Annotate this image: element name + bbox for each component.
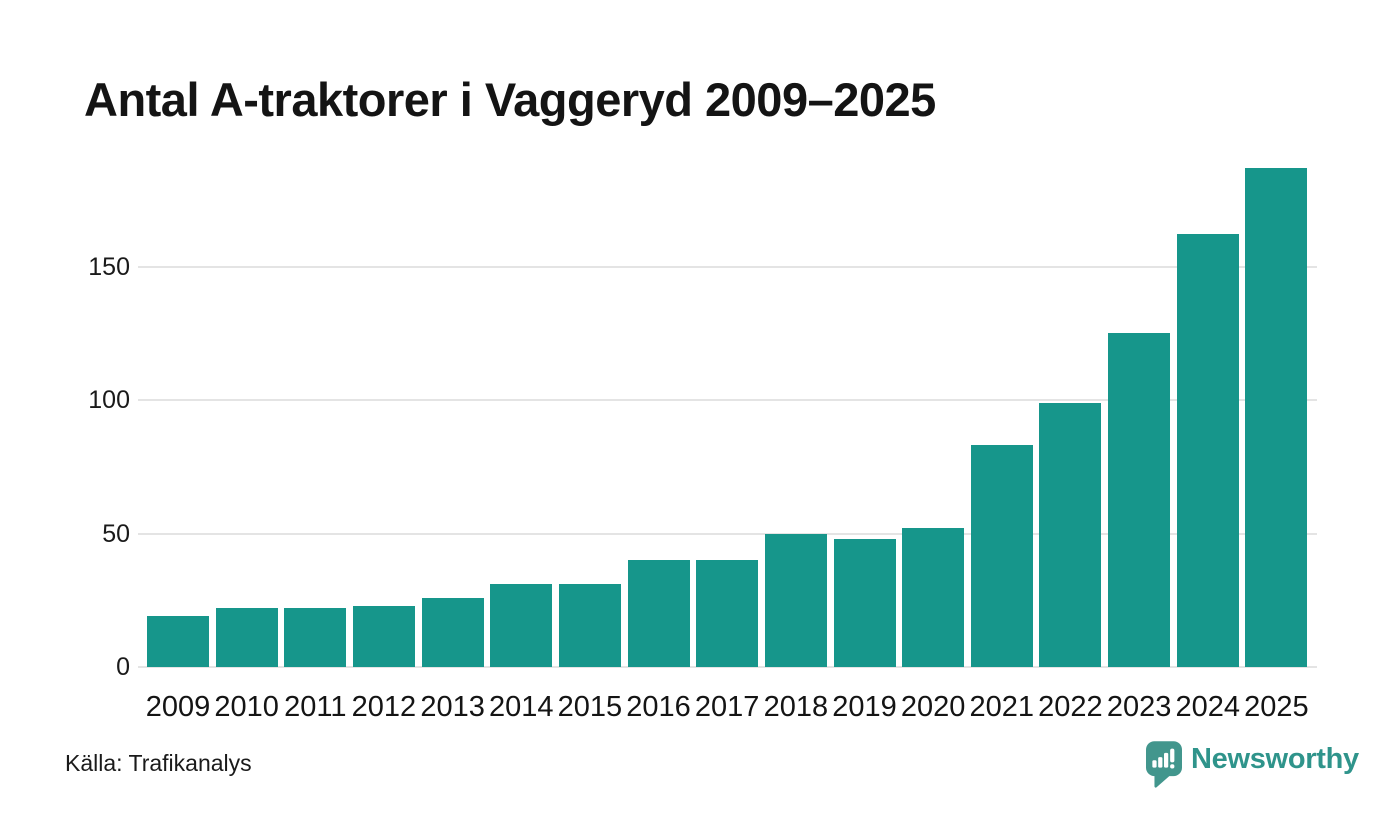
bar-2015 <box>558 584 621 667</box>
bar-2022 <box>1039 402 1102 667</box>
x-axis-tick-label: 2016 <box>626 691 691 723</box>
x-axis-tick-label: 2013 <box>420 691 485 723</box>
x-axis-tick-label: 2021 <box>969 691 1035 723</box>
y-gridline-100 <box>138 399 1317 401</box>
bar-2010 <box>215 608 278 667</box>
bar-2021 <box>970 445 1033 667</box>
x-axis-tick-label: 2022 <box>1038 691 1103 723</box>
x-axis-tick-label: 2011 <box>284 691 347 723</box>
newsworthy-speech-bubble-bar-chart-icon <box>1146 741 1182 788</box>
newsworthy-logo-text: Newsworthy <box>1191 743 1359 775</box>
x-axis-tick-label: 2023 <box>1106 691 1172 723</box>
bar-2019 <box>833 538 896 667</box>
x-axis-tick-label: 2019 <box>832 691 897 723</box>
newsworthy-logo: Newsworthy <box>1146 741 1359 788</box>
x-axis-tick-label: 2012 <box>351 691 417 723</box>
x-axis-tick-label: 2017 <box>694 691 760 723</box>
chart-title: Antal A-traktorer i Vaggeryd 2009–2025 <box>84 73 936 126</box>
bar-2020 <box>902 528 965 667</box>
bar-2016 <box>627 560 690 667</box>
bar-2009 <box>147 616 209 667</box>
source-note: Källa: Trafikanalys <box>65 750 252 776</box>
y-gridline-0 <box>138 666 1317 668</box>
bar-2011 <box>284 608 347 667</box>
bar-2013 <box>421 597 484 667</box>
y-axis-tick-label: 0 <box>116 653 130 681</box>
x-axis-tick-label: 2015 <box>557 691 623 723</box>
y-axis-tick-label: 150 <box>88 252 130 281</box>
x-axis-tick-label: 2009 <box>145 691 211 723</box>
x-axis-tick-label: 2010 <box>214 691 279 723</box>
bar-2018 <box>764 533 827 667</box>
bar-2014 <box>490 584 553 667</box>
x-axis-tick-label: 2014 <box>488 691 554 723</box>
bar-2012 <box>352 605 415 667</box>
bar-2023 <box>1108 333 1171 667</box>
y-axis-tick-label: 100 <box>88 386 130 414</box>
bar-2024 <box>1176 234 1239 667</box>
y-gridline-150 <box>138 265 1317 268</box>
x-axis-tick-label: 2020 <box>900 691 966 723</box>
x-axis-tick-label: 2018 <box>763 691 829 723</box>
x-axis-tick-label: 2024 <box>1175 691 1240 723</box>
bar-2017 <box>696 560 759 667</box>
y-axis-tick-label: 50 <box>102 519 130 548</box>
x-axis-tick-label: 2025 <box>1244 691 1309 723</box>
bar-2025 <box>1245 167 1308 667</box>
y-gridline-50 <box>138 532 1317 535</box>
